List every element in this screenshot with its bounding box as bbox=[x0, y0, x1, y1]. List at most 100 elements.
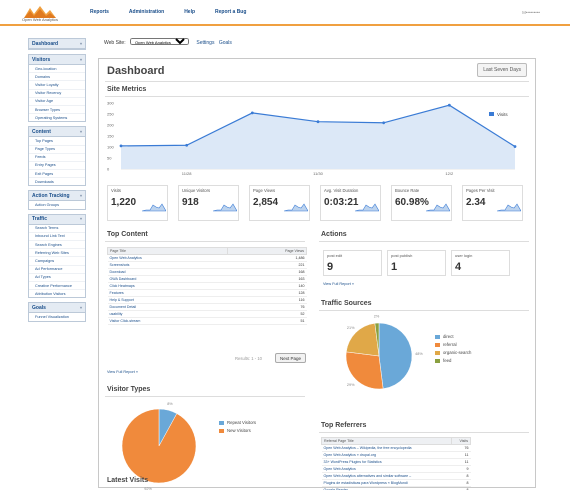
referrer-title-cell[interactable]: Open Web Analytics bbox=[321, 465, 452, 473]
chevron-down-icon[interactable]: ▾ bbox=[79, 56, 82, 62]
action-box[interactable]: post edit 9 bbox=[323, 250, 382, 276]
data-point[interactable] bbox=[185, 143, 189, 147]
action-box[interactable]: user login 4 bbox=[451, 250, 510, 276]
nav-report-bug[interactable]: Report a Bug bbox=[215, 9, 247, 15]
referrer-title-cell[interactable]: Google Reader bbox=[321, 486, 452, 490]
goals-link[interactable]: Goals bbox=[218, 40, 232, 46]
metric-tile[interactable]: Bounce Rate 60.98% bbox=[391, 185, 452, 221]
sidebar-item[interactable]: Visitor Age bbox=[29, 98, 85, 106]
sidebar-item[interactable]: Ad Performance bbox=[29, 266, 85, 274]
legend-item[interactable]: Repeat Visitors bbox=[219, 420, 256, 425]
sidebar-group-header[interactable]: Goals ▾ bbox=[29, 303, 85, 314]
action-box[interactable]: post publish 1 bbox=[387, 250, 446, 276]
sidebar-item[interactable]: Attribution Visitors bbox=[35, 291, 66, 296]
metric-tile[interactable]: Avg. Visit Duration 0:03:21 bbox=[320, 185, 381, 221]
sidebar-item[interactable]: Feeds bbox=[29, 154, 85, 162]
action-value: 1 bbox=[391, 261, 398, 273]
next-page-button[interactable]: Next Page bbox=[275, 353, 307, 363]
referrer-title-cell[interactable]: Open Web Analytics – Wikipedia, the free… bbox=[321, 444, 452, 452]
sidebar-group-header[interactable]: Action Tracking ▾ bbox=[29, 191, 85, 202]
owa-logo-icon[interactable] bbox=[22, 4, 62, 22]
column-header[interactable]: Referral Page Title bbox=[321, 437, 452, 445]
sidebar-item[interactable]: Action Groups bbox=[35, 203, 60, 208]
chevron-down-icon[interactable]: ▾ bbox=[79, 216, 82, 222]
referrer-title-cell[interactable]: Open Web Analytics » drupal.org bbox=[321, 451, 452, 459]
sidebar-item[interactable]: Browser Types bbox=[29, 106, 85, 115]
chevron-down-icon[interactable]: ▾ bbox=[79, 128, 82, 134]
page-title-cell[interactable]: Click Heatmaps bbox=[107, 282, 228, 290]
referrer-title-cell[interactable]: Open Web Analytics alternatives and simi… bbox=[321, 472, 452, 480]
page-views-cell: 76 bbox=[227, 303, 307, 311]
sidebar-item[interactable]: Exit Pages bbox=[29, 170, 85, 179]
page-title-cell[interactable]: Help & Support bbox=[107, 296, 228, 304]
sidebar-group-header[interactable]: Content ▾ bbox=[29, 127, 85, 138]
sidebar-item[interactable]: Visitor Loyalty bbox=[29, 81, 85, 90]
sidebar-item[interactable]: Funnel Visualization bbox=[35, 314, 69, 319]
settings-link[interactable]: Settings bbox=[196, 40, 215, 46]
top-content-full-report[interactable]: View Full Report » bbox=[107, 370, 138, 374]
metric-tile[interactable]: Unique Visitors 918 bbox=[178, 185, 239, 221]
page-title-cell[interactable]: Download bbox=[107, 268, 228, 276]
sidebar-item[interactable]: Geo-location bbox=[29, 65, 85, 74]
sidebar-item[interactable]: Search Terms bbox=[29, 225, 85, 233]
pie-slice[interactable] bbox=[121, 408, 197, 484]
referrer-title-cell[interactable]: Plugins de estadísticas para Wordpress «… bbox=[321, 479, 452, 487]
data-point[interactable] bbox=[250, 111, 254, 115]
sidebar-item[interactable]: Domains bbox=[29, 73, 85, 82]
page-title-cell[interactable]: Features bbox=[107, 289, 228, 297]
data-point[interactable] bbox=[382, 121, 386, 125]
data-point[interactable] bbox=[119, 144, 123, 148]
sidebar-item[interactable]: Downloads bbox=[35, 179, 54, 184]
page-title-cell[interactable]: Document Detail bbox=[107, 303, 228, 311]
sidebar-item[interactable]: Ad Types bbox=[29, 274, 85, 282]
column-header[interactable]: Page Views bbox=[226, 247, 308, 255]
pie-slice[interactable] bbox=[345, 322, 380, 357]
pie-slice[interactable] bbox=[378, 322, 413, 390]
legend-item[interactable]: feed bbox=[435, 358, 471, 363]
pie-slice[interactable] bbox=[374, 322, 380, 357]
sidebar-item[interactable]: Search Engines bbox=[29, 241, 85, 250]
sidebar-group-header[interactable]: Dashboard ▾ bbox=[29, 39, 85, 49]
nav-reports[interactable]: Reports bbox=[90, 9, 109, 15]
sidebar-item[interactable]: Visitor Recency bbox=[29, 90, 85, 98]
legend-item[interactable]: direct bbox=[435, 334, 471, 339]
sidebar-item[interactable]: Entry Pages bbox=[29, 162, 85, 171]
data-point[interactable] bbox=[513, 145, 517, 148]
sidebar-item[interactable]: Campaigns bbox=[29, 257, 85, 266]
sidebar-item[interactable]: Referring Web Sites bbox=[29, 249, 85, 258]
data-point[interactable] bbox=[316, 120, 320, 124]
data-point[interactable] bbox=[447, 103, 451, 107]
sidebar-item[interactable]: Top Pages bbox=[29, 137, 85, 146]
sidebar-group-header[interactable]: Visitors ▾ bbox=[29, 55, 85, 65]
metric-tile[interactable]: Page Views 2,854 bbox=[249, 185, 310, 221]
chevron-down-icon[interactable]: ▾ bbox=[79, 40, 82, 46]
sidebar-item[interactable]: Inbound Link Text bbox=[29, 233, 85, 241]
period-select[interactable]: Last Seven Days bbox=[477, 63, 527, 77]
metric-tile[interactable]: Visits 1,220 bbox=[107, 185, 168, 221]
sidebar-item[interactable]: Page Types bbox=[29, 146, 85, 154]
metric-label: Pages Per Visit bbox=[466, 188, 495, 193]
column-header[interactable]: Page Title bbox=[107, 247, 228, 255]
user-name[interactable]: M••••••••• bbox=[522, 10, 540, 15]
column-header[interactable]: Visits bbox=[450, 437, 472, 445]
chevron-down-icon[interactable]: ▾ bbox=[79, 192, 82, 198]
referrer-title-cell[interactable]: 33+ WordPress Plugins for Statistics bbox=[321, 458, 452, 466]
website-select[interactable]: Open Web Analytics bbox=[129, 38, 189, 45]
metric-tile[interactable]: Pages Per Visit 2.34 bbox=[462, 185, 523, 221]
pie-slice[interactable] bbox=[345, 351, 384, 390]
sidebar-item[interactable]: Operating Systems bbox=[35, 115, 68, 120]
actions-full-report[interactable]: View Full Report » bbox=[323, 282, 354, 286]
chevron-down-icon[interactable]: ▾ bbox=[79, 304, 82, 310]
page-title-cell[interactable]: OWA Dashboard bbox=[107, 275, 228, 283]
legend-item[interactable]: referral bbox=[435, 342, 471, 347]
nav-help[interactable]: Help bbox=[184, 9, 196, 15]
nav-administration[interactable]: Administration bbox=[128, 9, 165, 15]
sidebar-item[interactable]: Creative Performance bbox=[29, 282, 85, 291]
legend-item[interactable]: New Visitors bbox=[219, 428, 256, 433]
page-title-cell[interactable]: Visitor Click-stream bbox=[107, 317, 228, 325]
page-title-cell[interactable]: usability bbox=[107, 310, 228, 318]
page-title-cell[interactable]: Open Web Analytics bbox=[107, 254, 228, 262]
sidebar-group-header[interactable]: Traffic ▾ bbox=[29, 214, 85, 225]
legend-item[interactable]: organic-search bbox=[435, 350, 471, 355]
page-title-cell[interactable]: Screenshots bbox=[107, 261, 228, 269]
